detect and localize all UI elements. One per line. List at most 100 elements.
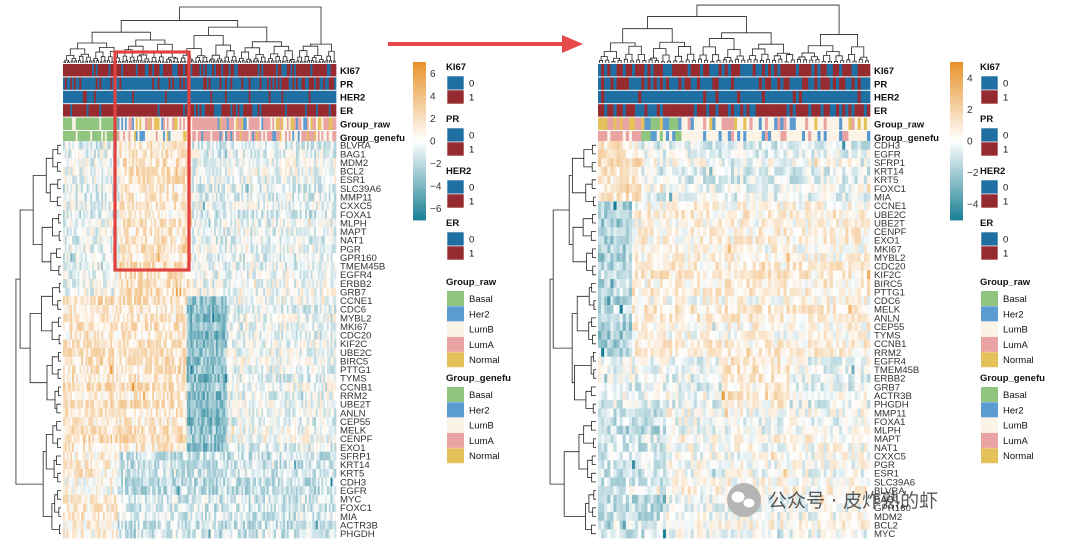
heatmap-cell bbox=[203, 339, 206, 349]
heatmap-cell bbox=[219, 253, 222, 263]
heatmap-cell bbox=[314, 235, 317, 245]
heatmap-cell bbox=[312, 227, 315, 237]
annotation-cell bbox=[137, 90, 140, 104]
heatmap-cell bbox=[161, 175, 164, 185]
heatmap-cell bbox=[110, 201, 113, 211]
heatmap-cell bbox=[174, 261, 177, 271]
annotation-cell bbox=[170, 104, 173, 117]
heatmap-cell bbox=[248, 296, 251, 306]
heatmap-cell bbox=[323, 192, 326, 202]
annotation-cell bbox=[204, 117, 208, 130]
heatmap-cell bbox=[106, 330, 109, 340]
heatmap-cell bbox=[93, 287, 97, 297]
annotation-cell bbox=[212, 77, 215, 90]
heatmap-cell bbox=[246, 175, 249, 185]
heatmap-cell bbox=[299, 235, 302, 245]
heatmap-cell bbox=[90, 253, 93, 263]
heatmap-cell bbox=[317, 356, 320, 366]
heatmap-cell bbox=[181, 149, 184, 159]
heatmap-cell bbox=[164, 227, 168, 237]
heatmap-cell bbox=[195, 210, 199, 220]
heatmap-cell bbox=[239, 287, 242, 297]
heatmap-cell bbox=[152, 270, 155, 280]
heatmap-cell bbox=[314, 158, 317, 168]
annotation-cell bbox=[83, 77, 86, 90]
heatmap-cell bbox=[295, 253, 299, 263]
heatmap-cell bbox=[217, 348, 220, 358]
heatmap-cell bbox=[86, 149, 89, 159]
annotation-cell bbox=[326, 131, 330, 144]
heatmap-cell bbox=[150, 227, 153, 237]
annotation-cell bbox=[223, 117, 226, 130]
annotation-cell bbox=[272, 77, 275, 90]
annotation-cell bbox=[146, 64, 149, 77]
heatmap-cell bbox=[243, 339, 246, 349]
heatmap-cell bbox=[148, 175, 151, 185]
heatmap-cell bbox=[84, 244, 88, 254]
heatmap-cell bbox=[172, 158, 175, 168]
heatmap-cell bbox=[110, 184, 113, 194]
heatmap-cell bbox=[305, 270, 308, 280]
heatmap-cell bbox=[275, 166, 279, 176]
annotation-cell bbox=[235, 131, 239, 144]
annotation-cell bbox=[108, 117, 111, 130]
heatmap-cell bbox=[308, 261, 311, 271]
heatmap-cell bbox=[117, 339, 120, 349]
heatmap-cell bbox=[84, 158, 88, 168]
heatmap-cell bbox=[181, 175, 184, 185]
heatmap-cell bbox=[90, 261, 93, 271]
heatmap-cell bbox=[93, 201, 97, 211]
heatmap-cell bbox=[183, 158, 186, 168]
heatmap-cell bbox=[255, 227, 259, 237]
heatmap-cell bbox=[81, 304, 84, 314]
heatmap-cell bbox=[283, 235, 286, 245]
heatmap-cell bbox=[246, 158, 249, 168]
heatmap-cell bbox=[319, 210, 322, 220]
annotation-cell bbox=[292, 131, 295, 144]
heatmap-cell bbox=[274, 348, 277, 358]
heatmap-cell bbox=[334, 244, 337, 254]
heatmap-cell bbox=[112, 287, 115, 297]
heatmap-cell bbox=[133, 287, 137, 297]
heatmap-cell bbox=[73, 304, 77, 314]
heatmap-cell bbox=[295, 141, 299, 150]
heatmap-cell bbox=[121, 235, 124, 245]
heatmap-cell bbox=[95, 175, 98, 185]
heatmap-cell bbox=[246, 348, 249, 358]
heatmap-cell bbox=[286, 330, 290, 340]
heatmap-cell bbox=[206, 330, 209, 340]
heatmap-cell bbox=[66, 184, 69, 194]
heatmap-cell bbox=[92, 192, 95, 202]
heatmap-cell bbox=[104, 296, 108, 306]
annotation-cell bbox=[283, 117, 286, 130]
annotation-cell bbox=[95, 90, 98, 104]
heatmap-cell bbox=[239, 218, 242, 228]
annotation-cell bbox=[281, 77, 284, 90]
heatmap-cell bbox=[303, 261, 306, 271]
annotation-cell bbox=[190, 64, 193, 77]
heatmap-cell bbox=[328, 287, 331, 297]
annotation-cell bbox=[75, 104, 78, 117]
heatmap-cell bbox=[177, 270, 180, 280]
heatmap-cell bbox=[283, 192, 286, 202]
heatmap-cell bbox=[215, 184, 219, 194]
heatmap-cell bbox=[334, 339, 337, 349]
heatmap-cell bbox=[146, 296, 149, 306]
heatmap-cell bbox=[133, 175, 137, 185]
heatmap-cell bbox=[219, 296, 222, 306]
heatmap-cell bbox=[181, 313, 184, 323]
annotation-cell bbox=[194, 117, 197, 130]
annotation-cell bbox=[166, 77, 169, 90]
annotation-cell bbox=[179, 117, 182, 130]
heatmap-cell bbox=[124, 244, 128, 254]
heatmap-cell bbox=[294, 253, 297, 263]
heatmap-cell bbox=[177, 287, 180, 297]
heatmap-cell bbox=[252, 175, 255, 185]
heatmap-cell bbox=[194, 149, 197, 159]
heatmap-cell bbox=[150, 192, 153, 202]
heatmap-cell bbox=[263, 322, 266, 332]
annotation-cell bbox=[206, 64, 209, 77]
heatmap-cell bbox=[103, 322, 106, 332]
heatmap-cell bbox=[275, 348, 279, 358]
annotation-cell bbox=[245, 90, 248, 104]
